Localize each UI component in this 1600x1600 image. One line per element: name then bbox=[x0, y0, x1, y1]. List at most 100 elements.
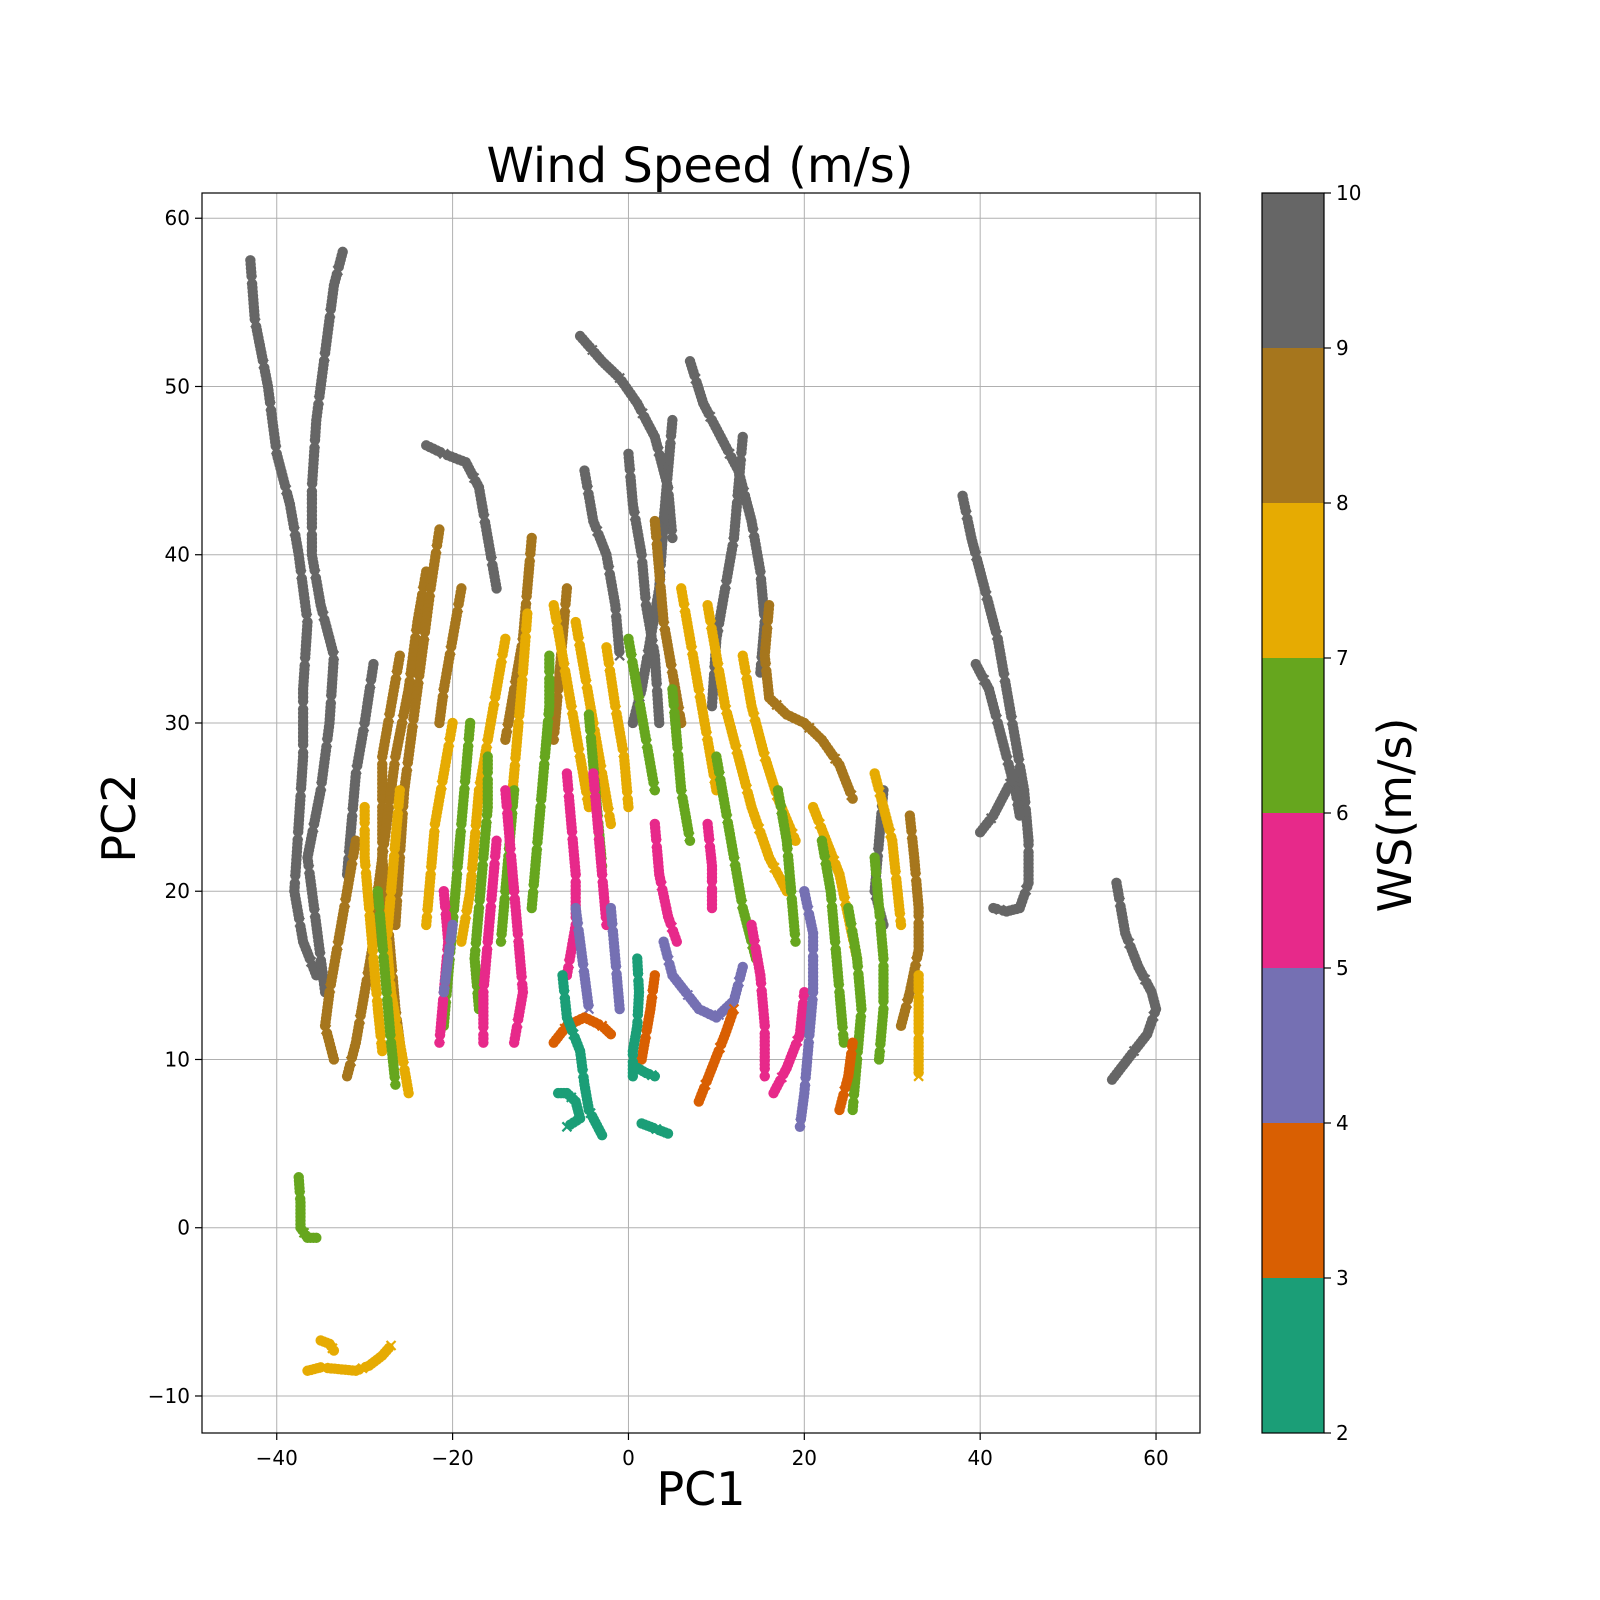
colorbar-segment bbox=[1262, 503, 1324, 658]
plot-frame bbox=[201, 192, 1201, 1434]
x-tick-label: 40 bbox=[967, 1446, 992, 1470]
data-point bbox=[1014, 810, 1025, 821]
colorbar-tick-label: 7 bbox=[1336, 646, 1349, 670]
data-point bbox=[847, 793, 858, 804]
data-point bbox=[311, 1232, 322, 1244]
colorbar-segment bbox=[1262, 348, 1324, 503]
x-tick-label: 60 bbox=[1143, 1446, 1168, 1470]
data-point bbox=[421, 919, 432, 931]
data-point bbox=[1010, 768, 1021, 779]
y-tick-label: 30 bbox=[165, 711, 190, 735]
data-point bbox=[847, 1037, 858, 1048]
x-tick-label: −40 bbox=[256, 1446, 298, 1470]
data-point bbox=[706, 902, 718, 914]
y-tick-label: 10 bbox=[165, 1047, 190, 1071]
data-point-x bbox=[614, 650, 625, 661]
data-point bbox=[377, 1045, 388, 1057]
data-point-x bbox=[561, 1121, 573, 1133]
y-tick-label: 20 bbox=[165, 879, 190, 903]
data-point bbox=[671, 936, 683, 947]
y-tick-label: 0 bbox=[177, 1216, 190, 1240]
y-axis: −10 0 10 20 30 40 50 60 bbox=[148, 206, 202, 1408]
y-tick-label: 50 bbox=[165, 374, 190, 398]
data-point bbox=[495, 936, 507, 947]
data-point bbox=[790, 835, 801, 846]
data-point bbox=[759, 1071, 770, 1082]
data-point bbox=[627, 717, 639, 729]
data-point bbox=[737, 961, 748, 973]
data-point bbox=[341, 1071, 353, 1082]
data-point bbox=[895, 919, 907, 931]
data-point bbox=[790, 936, 801, 947]
data-point bbox=[328, 1054, 340, 1065]
data-point bbox=[328, 1345, 340, 1356]
colorbar-segment bbox=[1262, 658, 1324, 813]
data-point bbox=[873, 1054, 885, 1065]
data-point-x bbox=[583, 1003, 595, 1015]
data-point bbox=[596, 1129, 608, 1141]
colorbar-tick-label: 2 bbox=[1336, 1421, 1349, 1445]
colorbar: 2 3 4 5 6 7 8 9 10 bbox=[1261, 181, 1361, 1445]
colorbar-segment bbox=[1262, 968, 1324, 1123]
data-point bbox=[1106, 1074, 1118, 1085]
colorbar-tick-label: 9 bbox=[1336, 336, 1349, 360]
data-point bbox=[623, 801, 634, 813]
data-point bbox=[654, 717, 665, 729]
data-point bbox=[838, 1037, 850, 1048]
data-point bbox=[627, 1049, 639, 1060]
data-point bbox=[390, 1079, 401, 1090]
data-point bbox=[895, 1020, 907, 1032]
data-point bbox=[684, 835, 696, 846]
data-point bbox=[988, 902, 999, 914]
colorbar-segment bbox=[1262, 1278, 1324, 1433]
colorbar-tick-label: 5 bbox=[1336, 956, 1349, 980]
chart-title: Wind Speed (m/s) bbox=[486, 138, 913, 194]
data-point-x bbox=[385, 1340, 397, 1351]
data-point bbox=[614, 1003, 625, 1015]
colorbar-segment bbox=[1262, 1123, 1324, 1278]
colorbar-tick-label: 3 bbox=[1336, 1266, 1349, 1290]
data-point bbox=[799, 986, 810, 998]
x-tick-label: 20 bbox=[792, 1446, 817, 1470]
data-point bbox=[794, 1121, 806, 1132]
x-tick-label: −20 bbox=[431, 1446, 473, 1470]
colorbar-label: WS(m/s) bbox=[1368, 718, 1422, 913]
colorbar-segment bbox=[1262, 813, 1324, 968]
data-point bbox=[456, 936, 467, 947]
data-point bbox=[605, 1029, 617, 1040]
colorbar-tick-label: 8 bbox=[1336, 491, 1349, 515]
data-point bbox=[403, 1087, 414, 1099]
data-point bbox=[649, 1071, 661, 1082]
scatter-points bbox=[245, 246, 1162, 1376]
data-point bbox=[500, 734, 511, 746]
data-point bbox=[605, 818, 617, 830]
y-axis-label: PC2 bbox=[92, 773, 146, 862]
data-point bbox=[627, 1071, 639, 1082]
data-point bbox=[438, 986, 450, 998]
data-point bbox=[847, 1104, 858, 1116]
data-point bbox=[526, 902, 537, 914]
colorbar-segment bbox=[1262, 193, 1324, 348]
y-tick-label: 40 bbox=[165, 543, 190, 567]
data-point-x bbox=[913, 1071, 924, 1082]
data-point-x bbox=[728, 1003, 740, 1015]
data-point bbox=[434, 717, 445, 729]
x-axis: −40 −20 0 20 40 60 bbox=[256, 1433, 1169, 1470]
plot-area bbox=[201, 192, 1201, 1434]
data-point bbox=[649, 785, 661, 796]
data-point bbox=[434, 1037, 445, 1048]
data-point bbox=[478, 1037, 489, 1048]
data-point bbox=[636, 1054, 647, 1065]
colorbar-tick-label: 6 bbox=[1336, 801, 1349, 825]
data-point bbox=[508, 1037, 520, 1048]
data-point bbox=[491, 583, 502, 594]
data-point bbox=[706, 700, 718, 712]
x-tick-label: 0 bbox=[622, 1446, 635, 1470]
data-point bbox=[667, 532, 678, 544]
y-tick-label: 60 bbox=[165, 206, 190, 230]
y-tick-label: −10 bbox=[148, 1384, 190, 1408]
data-point bbox=[662, 1128, 674, 1139]
x-axis-label: PC1 bbox=[656, 1462, 745, 1516]
colorbar-tick-label: 4 bbox=[1336, 1111, 1349, 1135]
